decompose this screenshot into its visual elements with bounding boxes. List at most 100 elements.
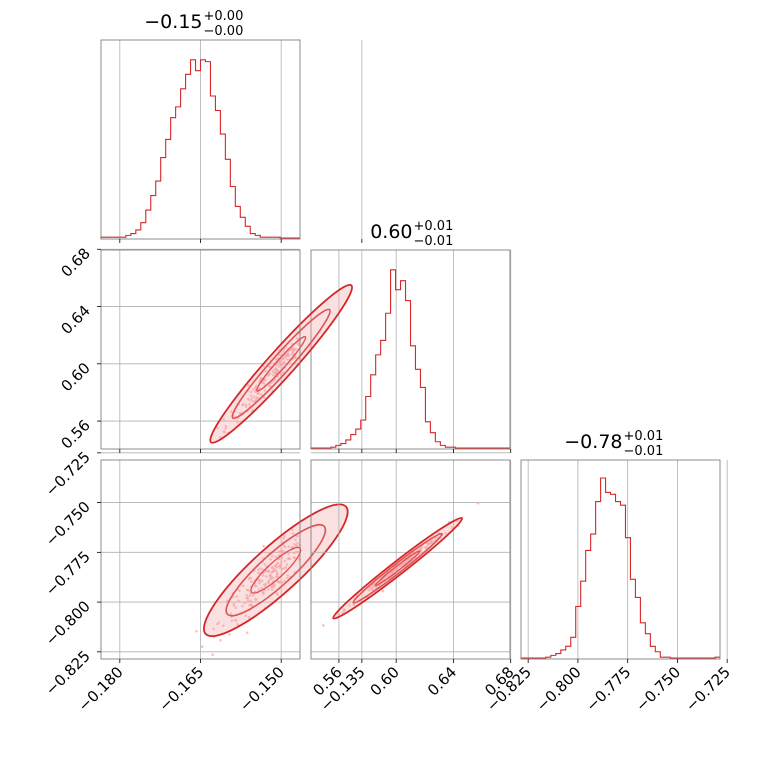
sample-point (256, 392, 259, 395)
sample-point (252, 395, 256, 399)
title-upper-error: +0.01 (624, 429, 664, 444)
sample-point (291, 528, 294, 531)
sample-point (337, 612, 340, 616)
sample-point (249, 599, 253, 603)
x-tick-label: −0.800 (533, 663, 585, 715)
y-tick-label: 0.60 (57, 359, 93, 395)
sample-point (285, 563, 289, 566)
sample-point (289, 557, 292, 560)
sample-point (234, 619, 238, 622)
x-tick-label: −0.165 (155, 663, 207, 715)
sample-point (294, 538, 297, 542)
sample-point (296, 541, 299, 545)
sample-point (264, 582, 268, 586)
sample-point (295, 550, 298, 554)
sample-point (262, 396, 266, 399)
y-tick-label: 0.56 (57, 416, 93, 452)
sample-point (274, 357, 278, 361)
sample-point (370, 584, 374, 588)
sample-point (260, 586, 264, 590)
sample-point (267, 569, 271, 573)
sample-point (255, 396, 259, 399)
sample-point (238, 411, 242, 415)
sample-point (228, 633, 231, 636)
sample-point (263, 563, 267, 566)
sample-point (244, 403, 248, 407)
scatter-frame-1-2 (310, 459, 511, 660)
sample-point (283, 579, 286, 583)
density-contour (256, 335, 307, 392)
sample-point (272, 576, 275, 580)
sample-point (372, 585, 376, 588)
sample-point (291, 352, 295, 355)
sample-point (392, 569, 395, 573)
sample-point (424, 546, 427, 549)
sample-point (223, 430, 226, 434)
sample-point (321, 624, 325, 627)
sample-point (249, 580, 253, 583)
sample-point (277, 365, 281, 368)
density-contour (209, 283, 353, 444)
panel-title-2: −0.78 +0.01−0.01 (564, 429, 663, 459)
sample-point (264, 575, 268, 578)
sample-point (348, 604, 351, 607)
panel-title-0: −0.15 +0.00−0.00 (144, 9, 243, 39)
grid-lines (101, 452, 363, 659)
sample-point (270, 588, 274, 591)
sample-point (420, 545, 424, 549)
sample-point (221, 624, 225, 628)
sample-point (352, 603, 356, 607)
sample-point (243, 601, 247, 605)
sample-point (246, 596, 250, 599)
sample-point (272, 585, 276, 589)
density-contour (352, 532, 443, 604)
sample-point (200, 645, 204, 649)
sample-point (232, 602, 236, 606)
sample-point (211, 653, 215, 657)
sample-point (253, 390, 257, 393)
sample-point (341, 611, 344, 615)
sample-point (219, 638, 222, 642)
y-tick-label: −0.800 (42, 597, 94, 649)
sample-point (295, 336, 299, 340)
histogram-frame-2 (520, 459, 721, 660)
sample-point (235, 595, 239, 598)
sample-point (212, 627, 215, 631)
sample-point (426, 543, 430, 546)
sample-point (248, 403, 251, 406)
histogram-param-0 (100, 59, 300, 239)
sample-point (195, 629, 198, 633)
sample-point (272, 373, 275, 377)
y-tick-label: −0.725 (42, 448, 94, 500)
sample-point (375, 585, 378, 589)
sample-point (342, 609, 346, 613)
sample-point (269, 558, 272, 561)
sample-point (282, 544, 286, 548)
title-lower-error: −0.01 (414, 234, 454, 249)
sample-point (270, 554, 274, 558)
sample-point (247, 599, 250, 603)
y-tick-label: −0.750 (42, 498, 94, 550)
sample-point (245, 631, 249, 634)
sample-point (241, 604, 244, 608)
sample-point (242, 403, 245, 406)
sample-point (372, 583, 376, 586)
sample-point (284, 566, 287, 570)
sample-point (367, 588, 370, 592)
sample-point (245, 588, 249, 592)
sample-point (249, 603, 253, 607)
sample-point (389, 571, 393, 575)
sample-point (216, 426, 219, 430)
grid-lines (311, 452, 512, 659)
sample-point (260, 579, 264, 583)
sample-point (262, 592, 265, 595)
sample-point (225, 599, 229, 602)
sample-point (259, 393, 263, 397)
scatter-1-2 (321, 501, 480, 627)
scatter-0-2 (195, 503, 349, 657)
sample-point (229, 410, 233, 414)
sample-point (282, 360, 286, 364)
sample-point (264, 369, 267, 373)
title-upper-error: +0.00 (204, 9, 244, 24)
